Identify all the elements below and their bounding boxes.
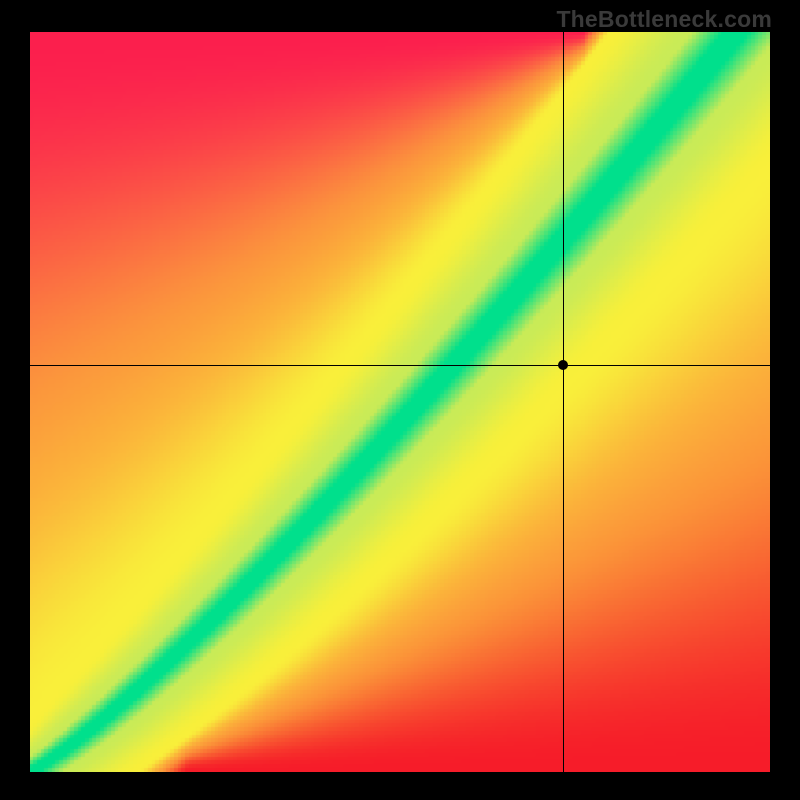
chart-container: TheBottleneck.com [0,0,800,800]
bottleneck-heatmap [30,32,770,772]
site-watermark: TheBottleneck.com [556,6,772,33]
crosshair-vertical [563,32,564,772]
crosshair-horizontal [30,365,770,366]
crosshair-dot [558,360,568,370]
plot-area [30,32,770,772]
